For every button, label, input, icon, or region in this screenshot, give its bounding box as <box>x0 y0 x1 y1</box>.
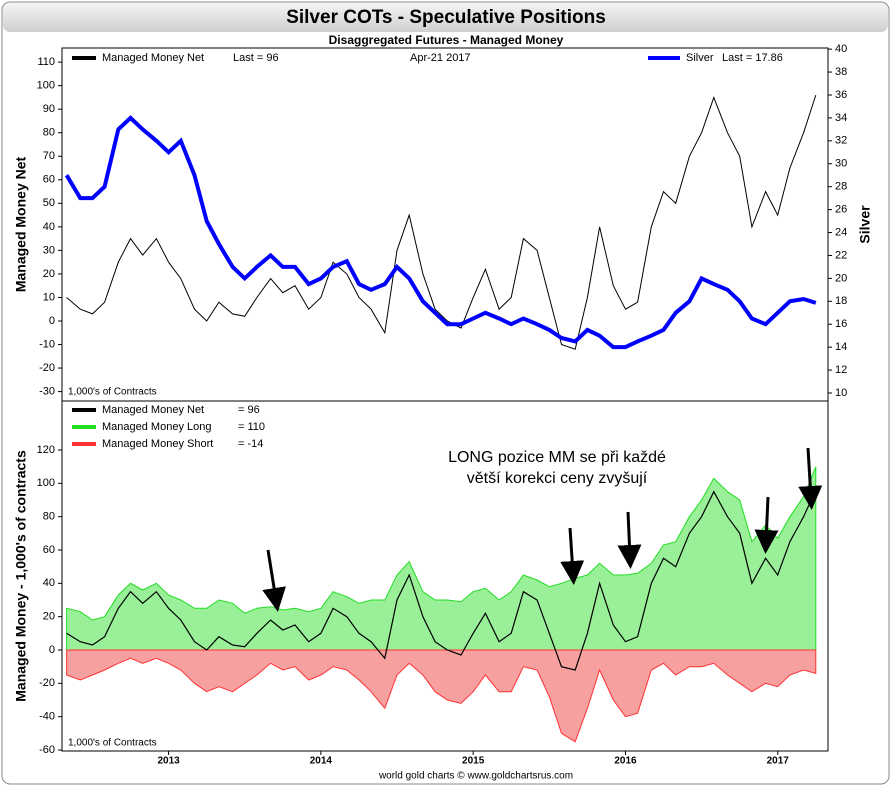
legend-value: Last = 17.86 <box>722 52 783 64</box>
x-tick-label: 2014 <box>310 756 333 767</box>
y2-tick-label: 40 <box>835 43 847 55</box>
y2-tick-label: 32 <box>835 135 847 147</box>
units-note: 1,000's of Contracts <box>68 387 157 398</box>
y-tick-label: 70 <box>43 150 55 162</box>
y2-tick-label: 10 <box>835 387 847 399</box>
legend-label: Managed Money Net <box>102 404 204 416</box>
subtitle: Disaggregated Futures - Managed Money <box>329 33 564 47</box>
y-tick-label: 110 <box>37 56 55 68</box>
date-label: Apr-21 2017 <box>410 52 471 64</box>
y-tick-label: -40 <box>39 711 55 723</box>
y-tick-label: 120 <box>37 444 55 456</box>
y-tick-label: 100 <box>37 80 55 92</box>
y2-tick-label: 18 <box>835 295 847 307</box>
y-tick-label: 40 <box>43 221 55 233</box>
y-tick-label: 40 <box>43 577 55 589</box>
series-area <box>66 466 817 651</box>
y-tick-label: 0 <box>49 315 55 327</box>
y-tick-label: 10 <box>43 291 55 303</box>
y2-tick-label: 30 <box>835 158 847 170</box>
x-tick-label: 2015 <box>462 756 485 767</box>
y2-tick-label: 38 <box>835 66 847 78</box>
y-tick-label: -20 <box>39 362 55 374</box>
x-tick-label: 2013 <box>157 756 180 767</box>
y2-tick-label: 24 <box>835 226 847 238</box>
title-bar <box>3 3 888 32</box>
legend-label: Managed Money Short <box>102 438 213 450</box>
series-area <box>66 649 817 743</box>
legend-label: Managed Money Net <box>102 52 204 64</box>
y2-axis-label: Silver <box>857 205 873 244</box>
y-tick-label: 30 <box>43 244 55 256</box>
legend-value: = 96 <box>238 404 260 416</box>
x-tick-label: 2016 <box>614 756 637 767</box>
x-tick-label: 2017 <box>767 756 790 767</box>
y-tick-label: 90 <box>43 103 55 115</box>
y-tick-label: 100 <box>37 477 55 489</box>
chart-title: Silver COTs - Speculative Positions <box>286 7 606 28</box>
y-tick-label: 80 <box>43 127 55 139</box>
y-tick-label: 60 <box>43 544 55 556</box>
y-tick-label: 60 <box>43 174 55 186</box>
legend-label: Silver <box>686 52 714 64</box>
y-tick-label: 50 <box>43 197 55 209</box>
annotation: LONG pozice MM se při každé <box>448 449 666 466</box>
y2-tick-label: 28 <box>835 181 847 193</box>
y-tick-label: 0 <box>49 644 55 656</box>
y2-tick-label: 22 <box>835 249 847 261</box>
series-line <box>66 94 817 350</box>
y-tick-label: 20 <box>43 268 55 280</box>
y-axis-label: Managed Money - 1,000's of contracts <box>13 450 29 702</box>
plot-frame <box>61 400 829 752</box>
annotation: větší korekci ceny zvyšují <box>467 470 648 487</box>
legend-value: Last = 96 <box>233 52 279 64</box>
y2-tick-label: 12 <box>835 364 847 376</box>
annotation-arrows <box>262 447 823 612</box>
series-line <box>66 489 817 671</box>
y2-tick-label: 36 <box>835 89 847 101</box>
series-line <box>64 115 817 350</box>
y-axis-label: Managed Money Net <box>13 156 29 292</box>
legend-value: = 110 <box>238 421 265 433</box>
y-tick-label: 20 <box>43 611 55 623</box>
source: world gold charts © www.goldchartsrus.co… <box>378 771 573 782</box>
y-tick-label: -30 <box>39 385 55 397</box>
y2-tick-label: 16 <box>835 318 847 330</box>
units-note: 1,000's of Contracts <box>68 738 157 749</box>
legend-label: Managed Money Long <box>102 421 211 433</box>
y-tick-label: 80 <box>43 511 55 523</box>
y2-tick-label: 34 <box>835 112 847 124</box>
y2-tick-label: 26 <box>835 204 847 216</box>
legend-value: = -14 <box>238 438 263 450</box>
y2-tick-label: 14 <box>835 341 847 353</box>
y2-tick-label: 20 <box>835 272 847 284</box>
y-tick-label: -60 <box>39 744 55 756</box>
y-tick-label: -20 <box>39 677 55 689</box>
y-tick-label: -10 <box>39 338 55 350</box>
